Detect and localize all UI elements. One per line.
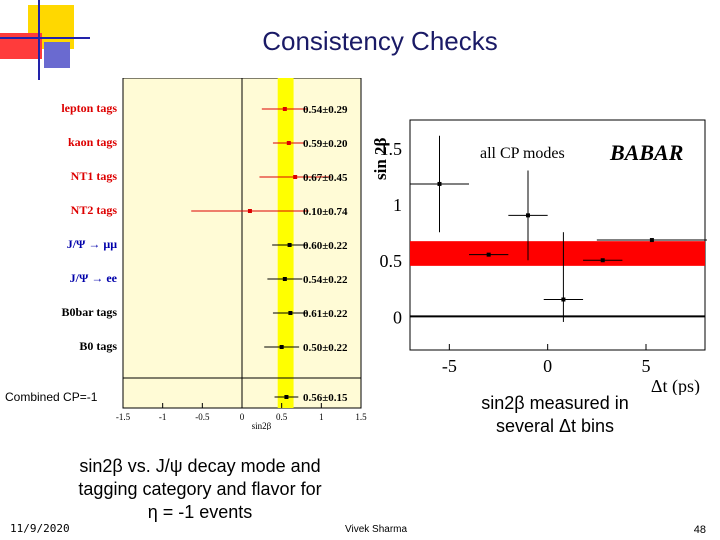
right-x-axis-label: Δt (ps) — [651, 376, 700, 395]
caption-right-line2: several Δt bins — [495, 416, 615, 436]
left-row-label: J/Ψ → μμ — [66, 237, 117, 251]
right-y-tick-label: 1 — [393, 195, 402, 215]
left-x-tick-label: -1 — [159, 412, 167, 422]
right-point — [526, 213, 530, 218]
left-combined-value: 0.56±0.15 — [303, 392, 348, 404]
left-row-value: 0.50±0.22 — [303, 342, 348, 354]
left-x-tick-label: 0 — [240, 412, 245, 422]
left-row-point — [286, 141, 291, 145]
left-yellow-band — [277, 78, 294, 408]
left-row-point — [287, 243, 292, 247]
left-row-label: NT2 tags — [70, 203, 117, 217]
deco-blue-square — [44, 42, 70, 68]
right-y-tick-label: 0 — [393, 307, 402, 327]
right-y-tick-label: 1.5 — [380, 139, 403, 159]
left-combined-point — [284, 395, 289, 399]
left-combined-label: Combined CP=-1 — [5, 390, 98, 404]
right-x-tick-label: 5 — [642, 356, 651, 376]
left-x-tick-label: 1 — [319, 412, 324, 422]
left-sin2b-category-plot: 0.54±0.29 0.59±0.20 0.67±0.45 0.10±0.74 0.60… — [116, 78, 367, 430]
left-x-tick-label: 1.5 — [355, 412, 367, 422]
left-x-tick-label: 0.5 — [276, 412, 288, 422]
slide-title: Consistency Checks — [262, 26, 498, 56]
left-row-label: NT1 tags — [70, 169, 117, 183]
caption-left-line2: tagging category and flavor for — [78, 479, 322, 499]
footer-page-number: 48 — [693, 524, 706, 536]
left-x-tick-label: -0.5 — [195, 412, 210, 422]
left-row-value: 0.10±0.74 — [303, 206, 348, 218]
right-y-axis-label: sin 2β — [371, 137, 390, 180]
left-row-point — [293, 175, 298, 179]
left-row-label: B0bar tags — [61, 305, 117, 319]
left-row-point — [282, 277, 287, 281]
left-row-label: lepton tags — [61, 101, 117, 115]
left-x-axis-label: sin2β — [252, 421, 272, 430]
left-row-value: 0.54±0.29 — [303, 104, 348, 116]
left-row-point — [288, 311, 293, 315]
right-y-tick-label: 0.5 — [380, 251, 403, 271]
footer-date: 11/9/2020 — [10, 522, 70, 535]
left-row-value: 0.60±0.22 — [303, 240, 348, 252]
right-x-tick-label: -5 — [442, 356, 457, 376]
right-x-tick-label: 0 — [543, 356, 552, 376]
right-point — [649, 238, 654, 243]
left-row-value: 0.61±0.22 — [303, 308, 348, 320]
corner-decoration — [0, 0, 90, 80]
right-point — [600, 258, 605, 263]
caption-left-line1: sin2β vs. J/ψ decay mode and — [79, 456, 321, 476]
right-point — [437, 181, 442, 186]
right-plot-frame — [409, 119, 706, 351]
right-plot-title: all CP modes — [480, 145, 565, 162]
caption-right-line1: sin2β measured in — [481, 393, 629, 413]
left-row-label: J/Ψ → ee — [69, 271, 117, 285]
right-point — [486, 252, 491, 257]
caption-left-line3: η = -1 events — [147, 502, 253, 522]
left-row-point — [279, 345, 284, 349]
right-red-band — [410, 241, 705, 266]
footer-author: Vivek Sharma — [345, 524, 408, 535]
left-row-value: 0.67±0.45 — [303, 172, 348, 184]
right-point — [561, 297, 566, 302]
left-row-point — [247, 209, 252, 213]
caption-right: sin2β measured in several Δt bins — [455, 392, 655, 438]
babar-logo: BABAR — [609, 140, 683, 165]
left-row-label: kaon tags — [67, 135, 117, 149]
left-row-label: B0 tags — [79, 339, 117, 353]
left-x-tick-label: -1.5 — [116, 412, 131, 422]
left-row-value: 0.59±0.20 — [303, 138, 348, 150]
right-sin2b-dt-plot: 0 0.5 1 1.5 -5 0 5Δt (ps) sin 2β all CP modes BAB… — [371, 119, 707, 395]
left-row-value: 0.54±0.22 — [303, 274, 348, 286]
left-row-point — [282, 107, 287, 111]
caption-left: sin2β vs. J/ψ decay mode and tagging cat… — [50, 455, 350, 524]
